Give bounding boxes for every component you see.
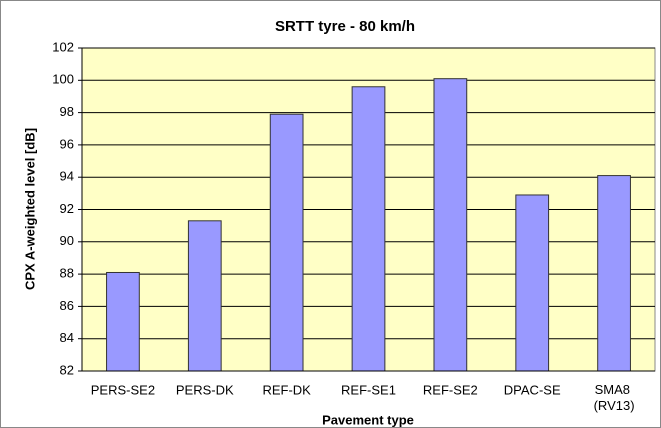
- x-tick-label: REF-SE2: [423, 382, 478, 397]
- y-tick-label: 94: [60, 169, 74, 184]
- y-tick-label: 100: [52, 72, 74, 87]
- bar: [106, 271, 140, 372]
- bar: [515, 194, 550, 372]
- y-tick-label: 82: [60, 362, 74, 377]
- y-tick-label: 88: [60, 266, 74, 281]
- y-tick-label: 98: [60, 104, 74, 119]
- x-tick-label: REF-SE1: [341, 382, 396, 397]
- bar: [187, 220, 222, 372]
- x-tick-label: PERS-DK: [176, 382, 234, 397]
- x-axis-label: Pavement type: [322, 412, 414, 427]
- y-tick-label: 96: [60, 136, 74, 151]
- bar: [269, 113, 304, 372]
- y-axis-label: CPX A-weighted level [dB]: [22, 128, 37, 290]
- bar: [597, 175, 631, 372]
- x-tick-label: DPAC-SE: [504, 382, 561, 397]
- y-tick-label: 92: [60, 201, 74, 216]
- x-tick-label: REF-DK: [262, 382, 311, 397]
- y-tick-label: 86: [60, 298, 74, 313]
- y-tick-label: 84: [60, 330, 74, 345]
- bar: [433, 78, 468, 372]
- bar: [351, 86, 386, 372]
- y-tick-label: 90: [60, 233, 74, 248]
- x-tick-label: PERS-SE2: [91, 382, 155, 397]
- chart-title: SRTT tyre - 80 km/h: [275, 18, 415, 35]
- y-tick-label: 102: [52, 39, 74, 54]
- x-tick-label: SMA8 (RV13): [594, 382, 635, 413]
